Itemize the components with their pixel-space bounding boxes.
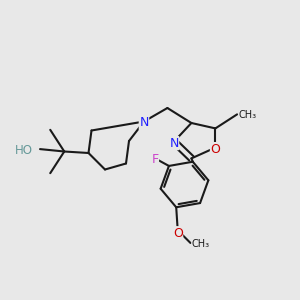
Text: N: N xyxy=(139,116,149,130)
Text: F: F xyxy=(151,153,158,166)
Text: O: O xyxy=(173,227,183,240)
Text: CH₃: CH₃ xyxy=(238,110,257,120)
Text: HO: HO xyxy=(15,144,33,157)
Text: CH₃: CH₃ xyxy=(192,239,210,249)
Text: N: N xyxy=(169,136,179,150)
Text: O: O xyxy=(211,142,220,156)
